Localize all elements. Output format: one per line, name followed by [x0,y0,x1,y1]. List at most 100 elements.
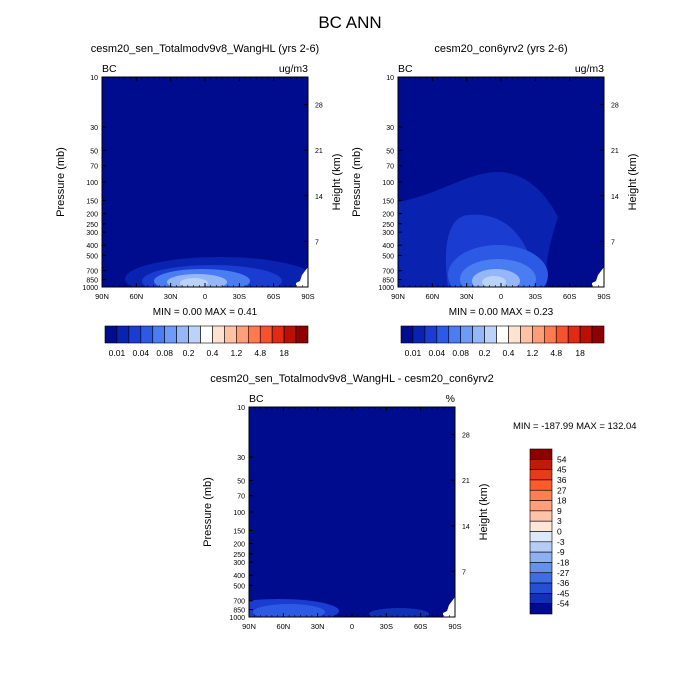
colorbar-box [529,603,553,615]
colorbar-box [529,520,553,532]
colorbar-box [271,325,285,344]
colorbar-label: 0.04 [133,348,150,358]
y-tick-label: 50 [90,148,98,155]
colorbar-box [472,325,485,344]
y2-tick-label: 7 [462,569,466,576]
colorbar-box [529,469,553,481]
chart-panel-3: cesm20_sen_Totalmodv9v8_WangHL - cesm20_… [202,373,637,631]
panel-corner-label: BC [102,63,117,75]
colorbar-box [529,479,553,491]
x-tick-label: 0 [203,292,207,301]
colorbar-box [200,325,213,344]
colorbar-label: 0.01 [109,348,126,358]
colorbar-box [188,325,201,344]
y-tick-label: 850 [382,278,394,285]
colorbar-label: 4.8 [550,348,562,358]
x-tick-label: 90N [242,622,256,631]
colorbar-box [496,325,509,344]
panel-title: cesm20_sen_Totalmodv9v8_WangHL - cesm20_… [210,373,494,385]
y-tick-label: 300 [382,230,394,237]
colorbar-box [152,325,166,344]
y-tick-label: 700 [382,269,394,276]
figure-title: BC ANN [318,13,381,32]
colorbar-box [412,325,426,344]
colorbar-box [460,325,473,344]
colorbar-label: 9 [557,506,562,516]
colorbar-box [164,325,177,344]
colorbar-box [529,551,553,563]
colorbar-box [520,325,533,344]
y-tick-label: 50 [386,148,394,155]
panel-corner-label: BC [249,393,264,405]
y2-axis-label: Height (km) [331,154,343,211]
x-tick-label: 30S [233,292,246,301]
colorbar-box [436,325,450,344]
y-tick-label: 10 [90,75,98,82]
y-tick-label: 250 [233,552,245,559]
x-tick-label: 60S [267,292,280,301]
colorbar-label: 1.2 [526,348,538,358]
colorbar-box [176,325,189,344]
colorbar-label: 0.4 [207,348,219,358]
colorbar-label: 0.01 [405,348,422,358]
y2-tick-label: 7 [315,239,319,246]
y2-tick-label: 14 [462,524,470,531]
y-tick-label: 150 [86,198,98,205]
x-tick-label: 0 [350,622,354,631]
colorbar-box [529,459,553,470]
x-tick-label: 60S [414,622,427,631]
colorbar-box [259,325,273,344]
chart-panel-1: cesm20_sen_Totalmodv9v8_WangHL (yrs 2-6)… [55,43,343,358]
min-max-label: MIN = -187.99 MAX = 132.04 [513,421,637,432]
y-tick-label: 1000 [229,615,245,622]
y-tick-label: 250 [86,222,98,229]
y-tick-label: 100 [233,510,245,517]
y2-tick-label: 21 [315,148,323,155]
colorbar-label: 18 [279,348,289,358]
colorbar-box [579,325,593,344]
colorbar-box [529,541,553,553]
colorbar-label: 27 [557,485,567,495]
colorbar-label: -27 [557,568,570,578]
colorbar-box [236,325,249,344]
colorbar-label: 45 [557,465,567,475]
y-tick-label: 150 [233,528,245,535]
colorbar-box [116,325,130,344]
colorbar-box [567,325,581,344]
y-tick-label: 850 [233,608,245,615]
y2-tick-label: 21 [462,478,470,485]
plot-area [102,77,308,287]
colorbar-box [424,325,438,344]
y-tick-label: 200 [86,212,98,219]
y-tick-label: 30 [237,455,245,462]
colorbar-label: -3 [557,537,565,547]
topography-mask [443,597,455,617]
colorbar-box [529,510,553,522]
colorbar-box [128,325,142,344]
min-max-label: MIN = 0.00 MAX = 0.23 [449,307,554,318]
x-tick-label: 0 [499,292,503,301]
colorbar-label: 1.2 [230,348,242,358]
y-axis-label: Pressure (mb) [55,147,67,217]
colorbar-box [529,582,553,594]
y-tick-label: 300 [233,560,245,567]
x-tick-label: 90S [448,622,461,631]
y-tick-label: 100 [382,180,394,187]
colorbar-box [529,593,553,604]
chart-panel-2: cesm20_con6yrv2 (yrs 2-6)BC ug/m310305070… [351,43,639,358]
colorbar-box [529,500,553,512]
colorbar-box [400,325,414,344]
y-tick-label: 850 [86,278,98,285]
x-tick-label: 90N [95,292,109,301]
y2-tick-label: 28 [611,103,619,110]
colorbar-label: 0.08 [452,348,469,358]
y-tick-label: 250 [382,222,394,229]
y-tick-label: 70 [90,164,98,171]
y-tick-label: 30 [386,125,394,132]
x-tick-label: 30N [460,292,474,301]
y-tick-label: 400 [382,243,394,250]
y-tick-label: 500 [382,253,394,260]
colorbar-label: 0.4 [503,348,515,358]
colorbar-box [224,325,237,344]
colorbar-box [140,325,154,344]
